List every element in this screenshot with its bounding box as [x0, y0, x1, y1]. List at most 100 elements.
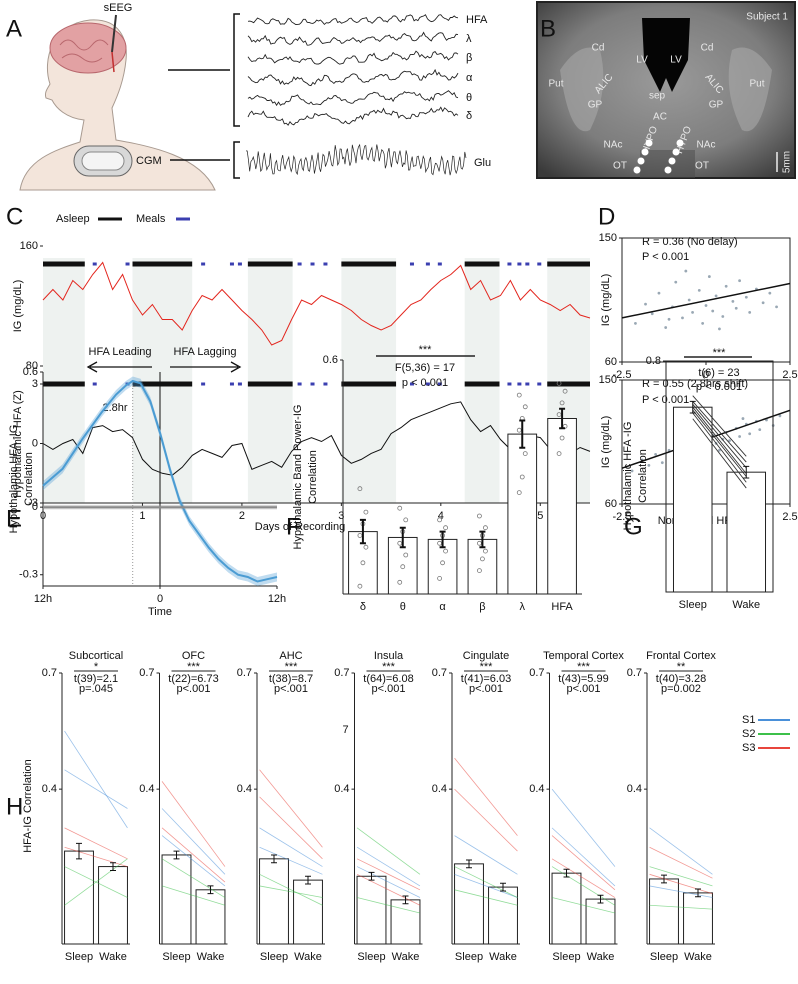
x-tick-label: 4 [438, 510, 444, 522]
subject-line [454, 788, 518, 852]
scatter-point [758, 428, 762, 431]
chart-title: Subcortical [69, 650, 123, 662]
sleep-bar [132, 261, 193, 267]
data-point [516, 427, 522, 433]
data-point [403, 517, 409, 523]
subject-line [161, 827, 226, 883]
annotation: t(22)=6.73 [168, 673, 218, 685]
error-bar [110, 862, 116, 871]
sleep-bar [464, 381, 500, 387]
electrode-contact [664, 166, 672, 174]
scatter-point [731, 299, 735, 303]
anatomy-label: LV [636, 55, 648, 66]
data-point [556, 380, 562, 386]
y-tick-label: 3 [32, 378, 38, 390]
scatter-point [724, 284, 728, 288]
annotation: *** [187, 661, 201, 673]
y-axis-label: HFA-IG Correlation [22, 759, 34, 853]
annotation: t(40)=3.28 [656, 673, 706, 685]
sleep-bar [547, 261, 590, 267]
annotation: R = 0.55 (2.8hrs shift) [642, 378, 748, 390]
paired-line [692, 409, 747, 477]
chart: 0.6 Hypothalamic Band Power-IG Correlation… [292, 344, 582, 613]
sleep-shading [132, 258, 193, 503]
data-point [403, 552, 409, 558]
data-point [397, 579, 403, 585]
annotation: t(43)=5.99 [558, 673, 608, 685]
bar [427, 538, 458, 595]
chart: 0.8 Hypothalamic HFA -IG Correlation *** t(6… [622, 347, 774, 611]
meal-mark [92, 382, 97, 386]
anatomy-label: sep [649, 91, 666, 102]
subject-line [649, 873, 713, 895]
annotation: t(6) = 23 [698, 367, 739, 379]
error-bar [207, 885, 214, 895]
x-tick-label: 12h [34, 593, 52, 605]
series-line [42, 261, 591, 346]
anatomy-label: NAc [697, 140, 716, 151]
direction-arrow [170, 361, 242, 373]
meal-mark [525, 382, 530, 386]
annotation: *** [713, 347, 727, 359]
y-tick-label: 0.7 [334, 667, 349, 679]
sleep-bar [341, 381, 397, 387]
subject-line [64, 846, 128, 867]
category-label: Sleep [357, 951, 385, 963]
scatter-point [657, 291, 661, 295]
data-point [480, 556, 485, 562]
anatomy-label: GP [709, 100, 724, 111]
scale-label: 5mm [782, 151, 793, 173]
signal-label: β [466, 52, 472, 64]
category-label: δ [360, 601, 366, 613]
signal-trace [247, 90, 459, 107]
paired-line [692, 404, 747, 469]
paired-line [692, 418, 747, 489]
meal-mark [525, 262, 530, 266]
plot-frame [665, 360, 774, 593]
legend-label: Meals [136, 213, 166, 225]
electrode-contact [633, 166, 641, 174]
meal-mark [507, 262, 512, 266]
category-label: Sleep [679, 599, 707, 611]
chart-title: AHC [279, 650, 302, 662]
bar [649, 878, 679, 945]
error-bar [76, 842, 82, 860]
sleep-bar [247, 381, 293, 387]
scatter-point [647, 464, 651, 467]
data-point [483, 548, 488, 554]
x-axis-label: Days of Recording [255, 521, 346, 533]
error-bar [597, 894, 604, 904]
scatter-point [741, 417, 745, 420]
annotation: p=0.002 [661, 683, 701, 695]
anatomy-label: OT [613, 161, 627, 172]
signal-trace [245, 143, 467, 176]
data-point [363, 509, 369, 515]
panel-label: G [624, 513, 643, 540]
chart: 0.4 0.7 Frontal Cortex**t(40)=3.28p=0.002 S… [627, 650, 717, 963]
panel-label: C [6, 203, 23, 230]
subject-line [454, 835, 518, 875]
y-axis-label: IG (mg/dL) [600, 274, 612, 327]
sleep-shading [464, 258, 500, 503]
scatter-point [711, 309, 715, 313]
data-point [516, 392, 522, 398]
data-point [562, 388, 568, 394]
data-point [519, 474, 525, 480]
x-tick-label: 0 [157, 593, 163, 605]
data-point [559, 435, 565, 441]
subject-line [356, 866, 421, 898]
subject-line [356, 897, 421, 914]
sleep-bar [43, 261, 85, 267]
subject-line [161, 885, 226, 906]
annotation: t(64)=6.08 [363, 673, 413, 685]
scatter-point [768, 291, 772, 295]
signal-label: δ [466, 110, 472, 122]
subject-line [454, 866, 518, 898]
y-tick-label: 60 [605, 498, 617, 510]
series-line [42, 379, 278, 583]
y-tick-label: 150 [599, 232, 617, 244]
subject-line [64, 827, 128, 860]
scatter-point [761, 301, 765, 305]
bar [98, 866, 128, 945]
annotation: p=.045 [79, 683, 113, 695]
